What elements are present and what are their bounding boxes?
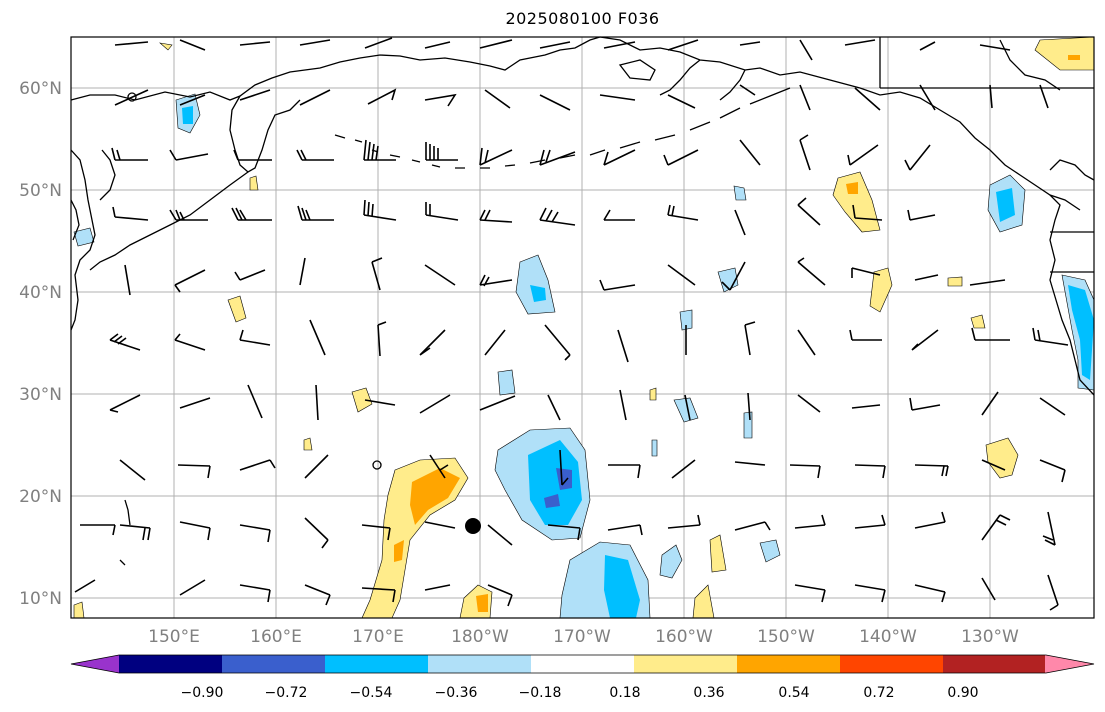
colorbar-tick-label: 0.54 xyxy=(778,685,809,701)
colorbar-segment xyxy=(943,655,1047,673)
lon-label: 130°W xyxy=(961,627,1019,647)
colorbar-ticks: −0.90 −0.72 −0.54 −0.36 −0.18 0.18 0.36 … xyxy=(181,685,979,701)
colorbar-tick-label: 0.18 xyxy=(609,685,640,701)
lat-label: 20°N xyxy=(19,487,62,507)
lon-label: 160°W xyxy=(655,627,713,647)
colorbar-tick-label: −0.18 xyxy=(519,685,562,701)
colorbar-segment xyxy=(634,655,738,673)
lat-label: 60°N xyxy=(19,79,62,99)
colorbar-segment xyxy=(840,655,944,673)
lon-label: 140°W xyxy=(859,627,917,647)
lon-label: 180°W xyxy=(451,627,509,647)
map-frame xyxy=(70,36,1095,619)
lon-label: 150°W xyxy=(757,627,815,647)
lat-label: 50°N xyxy=(19,181,62,201)
colorbar-tick-label: 0.36 xyxy=(693,685,724,701)
colorbar-segment xyxy=(325,655,429,673)
colorbar-tick-label: 0.90 xyxy=(947,685,978,701)
wind-barbs xyxy=(74,37,1069,611)
filled-dot-marker xyxy=(465,518,481,534)
lat-label: 10°N xyxy=(19,589,62,609)
colorbar-segment xyxy=(737,655,841,673)
colorbar-tick-label: 0.72 xyxy=(863,685,894,701)
lon-label: 150°E xyxy=(148,627,200,647)
colorbar-tick-label: −0.90 xyxy=(181,685,224,701)
colorbar-extend-high xyxy=(1045,655,1094,673)
graticule xyxy=(71,37,1094,618)
colorbar-segment xyxy=(531,655,635,673)
coastlines xyxy=(70,36,1095,566)
colorbar-segment xyxy=(222,655,326,673)
map-title: 2025080100 F036 xyxy=(505,9,660,28)
colorbar-tick-label: −0.72 xyxy=(265,685,308,701)
longitude-labels: 150°E 160°E 170°E 180°W 170°W 160°W 150°… xyxy=(148,627,1019,647)
lat-label: 40°N xyxy=(19,283,62,303)
lat-label: 30°N xyxy=(19,385,62,405)
colorbar-tick-label: −0.54 xyxy=(350,685,393,701)
lon-label: 170°W xyxy=(553,627,611,647)
colorbar-segment xyxy=(428,655,532,673)
shaded-field xyxy=(73,36,1095,619)
lon-label: 160°E xyxy=(250,627,302,647)
latitude-labels: 60°N 50°N 40°N 30°N 20°N 10°N xyxy=(19,79,62,609)
colorbar-outline xyxy=(70,654,1095,674)
colorbar-tick-label: −0.36 xyxy=(435,685,478,701)
lon-label: 170°E xyxy=(352,627,404,647)
colorbar-extend-low xyxy=(71,655,120,673)
colorbar xyxy=(70,654,1095,674)
colorbar-segment xyxy=(119,655,223,673)
